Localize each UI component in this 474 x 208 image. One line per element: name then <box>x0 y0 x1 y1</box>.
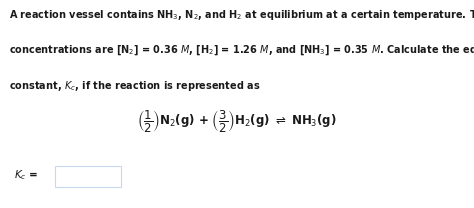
Text: $\left(\dfrac{1}{2}\right)$N$_2$(g) + $\left(\dfrac{3}{2}\right)$H$_2$(g) $\righ: $\left(\dfrac{1}{2}\right)$N$_2$(g) + $\… <box>137 108 337 134</box>
Text: constant, $K_c$, if the reaction is represented as: constant, $K_c$, if the reaction is repr… <box>9 79 260 93</box>
Text: $K_c$ =: $K_c$ = <box>14 168 38 182</box>
Text: A reaction vessel contains NH$_3$, N$_2$, and H$_2$ at equilibrium at a certain : A reaction vessel contains NH$_3$, N$_2$… <box>9 8 474 22</box>
Text: concentrations are [N$_2$] = 0.36 $M$, [H$_2$] = 1.26 $M$, and [NH$_3$] = 0.35 $: concentrations are [N$_2$] = 0.36 $M$, [… <box>9 44 474 57</box>
FancyBboxPatch shape <box>55 166 121 187</box>
